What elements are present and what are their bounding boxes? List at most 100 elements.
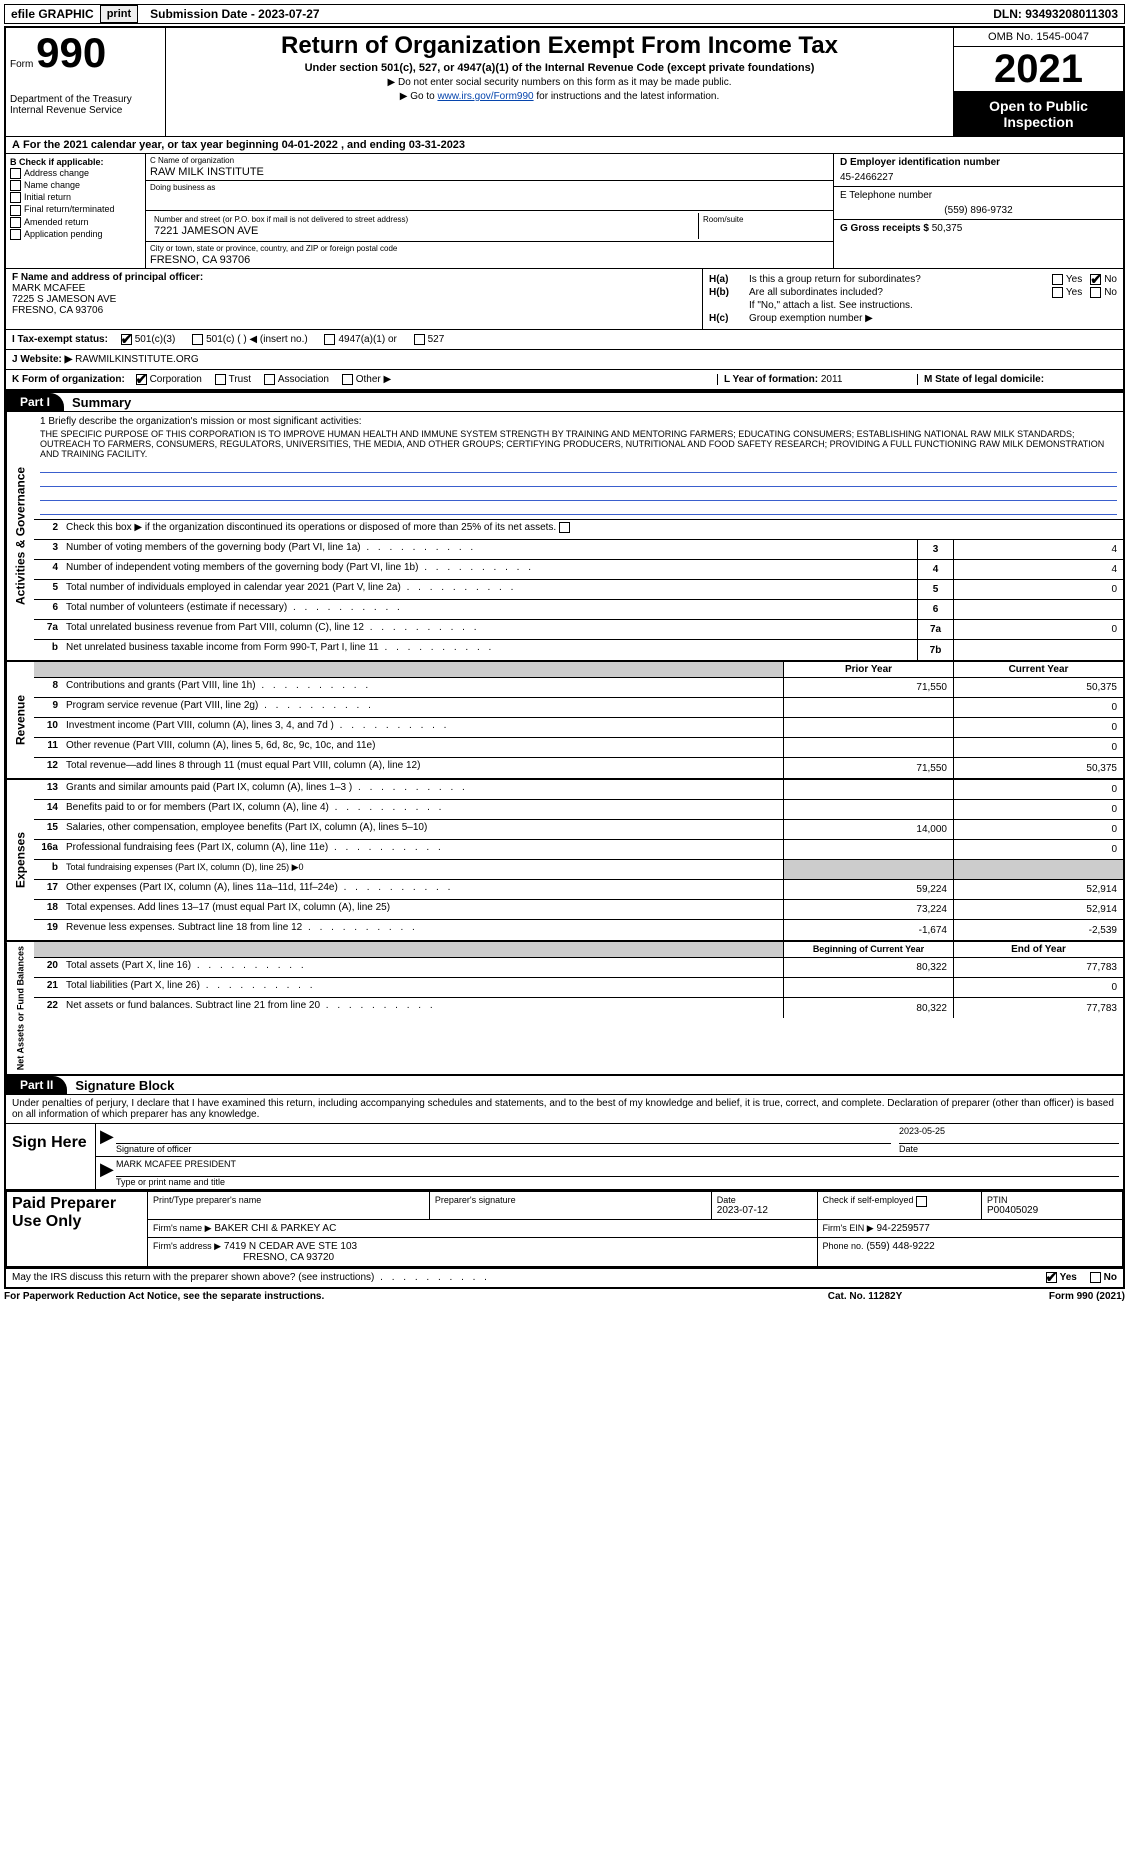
b-label: B Check if applicable: [10, 157, 141, 167]
may-irs-no[interactable] [1090, 1272, 1101, 1283]
r17-desc: Other expenses (Part IX, column (A), lin… [62, 880, 783, 899]
print-button[interactable]: print [100, 5, 138, 23]
part1-header-row: Part I Summary [4, 391, 1125, 412]
vtab-rev: Revenue [6, 662, 34, 778]
hb-no-chk[interactable] [1090, 287, 1101, 298]
r7b-box: 7b [917, 640, 953, 660]
street-row: Number and street (or P.O. box if mail i… [146, 211, 833, 242]
row-22: 22 Net assets or fund balances. Subtract… [34, 998, 1123, 1018]
revenue-grid: Revenue Prior Year Current Year 8 Contri… [4, 662, 1125, 780]
officer-name-row: ▶ MARK MCAFEE PRESIDENT Type or print na… [96, 1157, 1123, 1189]
header-center: Return of Organization Exempt From Incom… [166, 28, 953, 136]
org-name-row: C Name of organization RAW MILK INSTITUT… [146, 154, 833, 181]
ha-label: H(a) [709, 274, 749, 285]
row-9: 9 Program service revenue (Part VIII, li… [34, 698, 1123, 718]
r14-desc: Benefits paid to or for members (Part IX… [62, 800, 783, 819]
r16b-prior [783, 860, 953, 879]
r16a-curr: 0 [953, 840, 1123, 859]
chk-name-change[interactable]: Name change [10, 180, 141, 191]
row-15: 15 Salaries, other compensation, employe… [34, 820, 1123, 840]
street-label: Number and street (or P.O. box if mail i… [154, 215, 694, 224]
tax-year: 2021 [954, 47, 1123, 92]
r11-prior [783, 738, 953, 757]
submission-date: Submission Date - 2023-07-27 [140, 5, 329, 23]
r12-curr: 50,375 [953, 758, 1123, 778]
r22-curr: 77,783 [953, 998, 1123, 1018]
pra-notice: For Paperwork Reduction Act Notice, see … [4, 1291, 765, 1302]
chk-self-employed[interactable] [916, 1196, 927, 1207]
mission-underline [40, 461, 1117, 473]
r7a-box: 7a [917, 620, 953, 639]
chk-trust[interactable] [215, 374, 226, 385]
col-h: H(a) Is this a group return for subordin… [703, 269, 1123, 329]
org-name-value: RAW MILK INSTITUTE [150, 166, 829, 178]
ha-yes-chk[interactable] [1052, 274, 1063, 285]
chk-final-return[interactable]: Final return/terminated [10, 204, 141, 215]
ein-row: D Employer identification number 45-2466… [834, 154, 1123, 187]
prior-year-hdr: Prior Year [783, 662, 953, 677]
ha-no-chk[interactable] [1090, 274, 1101, 285]
sig-officer-row: ▶ Signature of officer 2023-05-25 Date [96, 1124, 1123, 1157]
signature-section: Under penalties of perjury, I declare th… [4, 1095, 1125, 1191]
rev-header: Prior Year Current Year [34, 662, 1123, 678]
section-kl: K Form of organization: Corporation Trus… [4, 369, 1125, 391]
mission-label: 1 Briefly describe the organization's mi… [40, 416, 1117, 427]
r4-box: 4 [917, 560, 953, 579]
gross-label: G Gross receipts $ [840, 223, 929, 234]
officer-addr1: 7225 S JAMESON AVE [12, 294, 696, 305]
officer-addr2: FRESNO, CA 93706 [12, 305, 696, 316]
r9-curr: 0 [953, 698, 1123, 717]
dba-label: Doing business as [150, 183, 829, 192]
chk-other[interactable] [342, 374, 353, 385]
chk-initial-return[interactable]: Initial return [10, 192, 141, 203]
j-row: J Website: ▶ RAWMILKINSTITUTE.ORG [6, 350, 1123, 369]
i-row: I Tax-exempt status: 501(c)(3) 501(c) ( … [6, 330, 1123, 350]
r3-desc: Number of voting members of the governin… [62, 540, 917, 559]
section-fh: F Name and address of principal officer:… [4, 268, 1125, 329]
chk-527[interactable] [414, 334, 425, 345]
irs-link[interactable]: www.irs.gov/Form990 [437, 91, 533, 102]
row-5: 5 Total number of individuals employed i… [34, 580, 1123, 600]
prep-phone-label: Phone no. [823, 1241, 864, 1251]
dba-row: Doing business as [146, 181, 833, 211]
city-label: City or town, state or province, country… [150, 244, 829, 253]
vtab-exp: Expenses [6, 780, 34, 940]
chk-501c3[interactable] [121, 334, 132, 345]
r12-prior: 71,550 [783, 758, 953, 778]
dln-label: DLN: 93493208011303 [987, 5, 1124, 23]
mission-block: 1 Briefly describe the organization's mi… [34, 412, 1123, 520]
hb-yes-chk[interactable] [1052, 287, 1063, 298]
chk-amended-return[interactable]: Amended return [10, 217, 141, 228]
j-value: RAWMILKINSTITUTE.ORG [75, 354, 199, 365]
hc-label: H(c) [709, 313, 749, 324]
f-label: F Name and address of principal officer: [12, 272, 696, 283]
chk-4947[interactable] [324, 334, 335, 345]
r20-prior: 80,322 [783, 958, 953, 977]
net-assets-grid: Net Assets or Fund Balances Beginning of… [4, 942, 1125, 1076]
l-value: 2011 [821, 374, 843, 385]
r7a-val: 0 [953, 620, 1123, 639]
efile-label: efile GRAPHIC [5, 5, 100, 23]
room-label: Room/suite [703, 215, 825, 224]
chk-discontinued[interactable] [559, 522, 570, 533]
chk-application-pending[interactable]: Application pending [10, 229, 141, 240]
phone-row: E Telephone number (559) 896-9732 [834, 187, 1123, 220]
chk-corp[interactable] [136, 374, 147, 385]
row-18: 18 Total expenses. Add lines 13–17 (must… [34, 900, 1123, 920]
r9-prior [783, 698, 953, 717]
r7b-val [953, 640, 1123, 660]
may-irs-yes[interactable] [1046, 1272, 1057, 1283]
vtab-ag: Activities & Governance [6, 412, 34, 660]
sig-date-value: 2023-05-25 [899, 1126, 1119, 1144]
chk-501c[interactable] [192, 334, 203, 345]
col-c: C Name of organization RAW MILK INSTITUT… [146, 154, 833, 268]
row-7a: 7a Total unrelated business revenue from… [34, 620, 1123, 640]
chk-address-change[interactable]: Address change [10, 168, 141, 179]
form-number: 990 [36, 29, 106, 76]
ein-value: 45-2466227 [840, 172, 1117, 183]
org-name-label: C Name of organization [150, 156, 829, 165]
r19-curr: -2,539 [953, 920, 1123, 940]
chk-assoc[interactable] [264, 374, 275, 385]
open-public-badge: Open to Public Inspection [954, 92, 1123, 136]
end-year-hdr: End of Year [953, 942, 1123, 957]
